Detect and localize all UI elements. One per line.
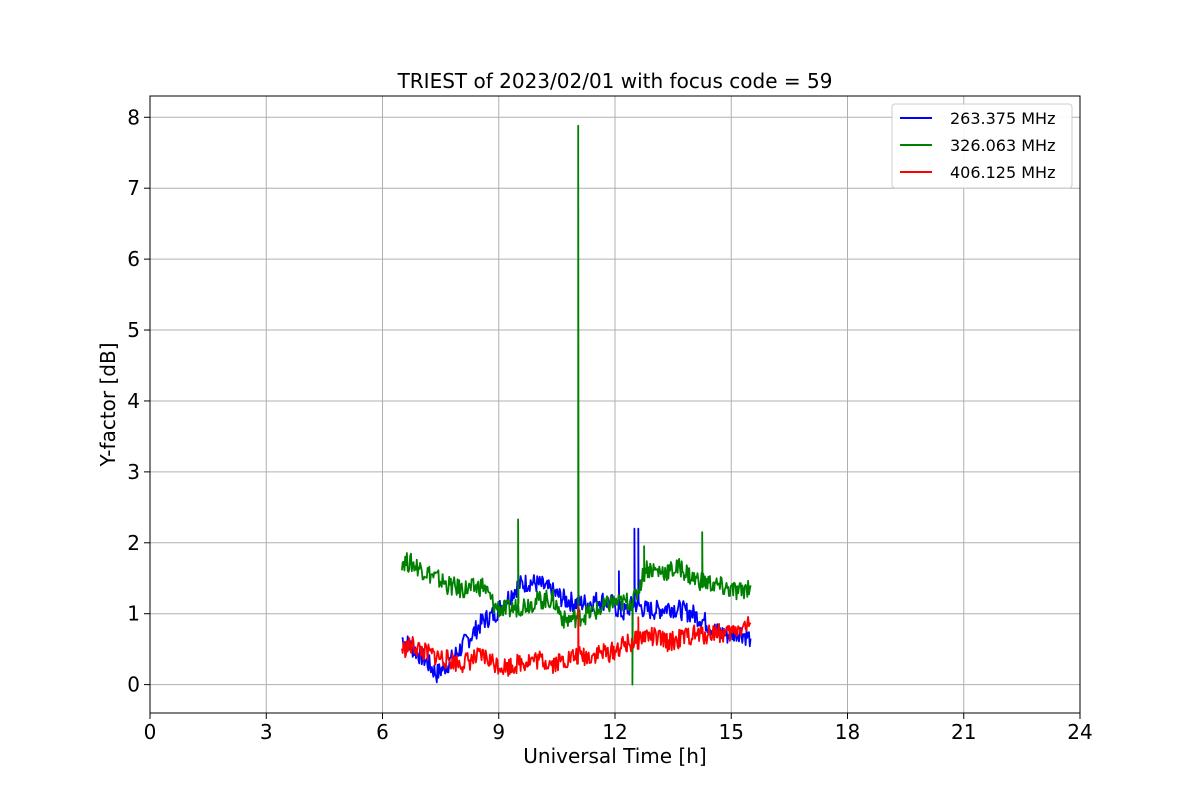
chart-title: TRIEST of 2023/02/01 with focus code = 5… — [397, 69, 833, 93]
x-axis-title: Universal Time [h] — [523, 744, 706, 768]
y-tick-label: 5 — [127, 318, 140, 342]
series-line-2 — [401, 124, 752, 686]
y-tick-label: 7 — [127, 176, 140, 200]
y-tick-label: 4 — [127, 389, 140, 413]
x-tick-label: 0 — [144, 720, 157, 744]
x-tick-label: 15 — [719, 720, 744, 744]
y-tick-label: 1 — [127, 602, 140, 626]
x-tick-label: 3 — [260, 720, 273, 744]
y-tick-label: 0 — [127, 673, 140, 697]
y-tick-label: 3 — [127, 460, 140, 484]
legend-label-1: 263.375 MHz — [950, 109, 1055, 128]
series-line-3 — [401, 605, 752, 677]
x-tick-label: 12 — [602, 720, 627, 744]
series-layer — [401, 124, 752, 686]
x-tick-label: 6 — [376, 720, 389, 744]
y-axis-title: Y-factor [dB] — [96, 342, 120, 467]
x-tick-label: 24 — [1067, 720, 1092, 744]
y-tick-label: 6 — [127, 247, 140, 271]
y-tick-label: 2 — [127, 531, 140, 555]
legend-label-2: 326.063 MHz — [950, 136, 1055, 155]
legend-label-3: 406.125 MHz — [950, 163, 1055, 182]
x-tick-label: 9 — [492, 720, 505, 744]
legend-box — [891, 103, 1073, 189]
y-tick-label: 8 — [127, 105, 140, 129]
legend: 263.375 MHz 326.063 MHz 406.125 MHz — [891, 103, 1073, 189]
x-tick-label: 21 — [951, 720, 976, 744]
series-line-1 — [401, 527, 752, 684]
x-tick-label: 18 — [835, 720, 860, 744]
